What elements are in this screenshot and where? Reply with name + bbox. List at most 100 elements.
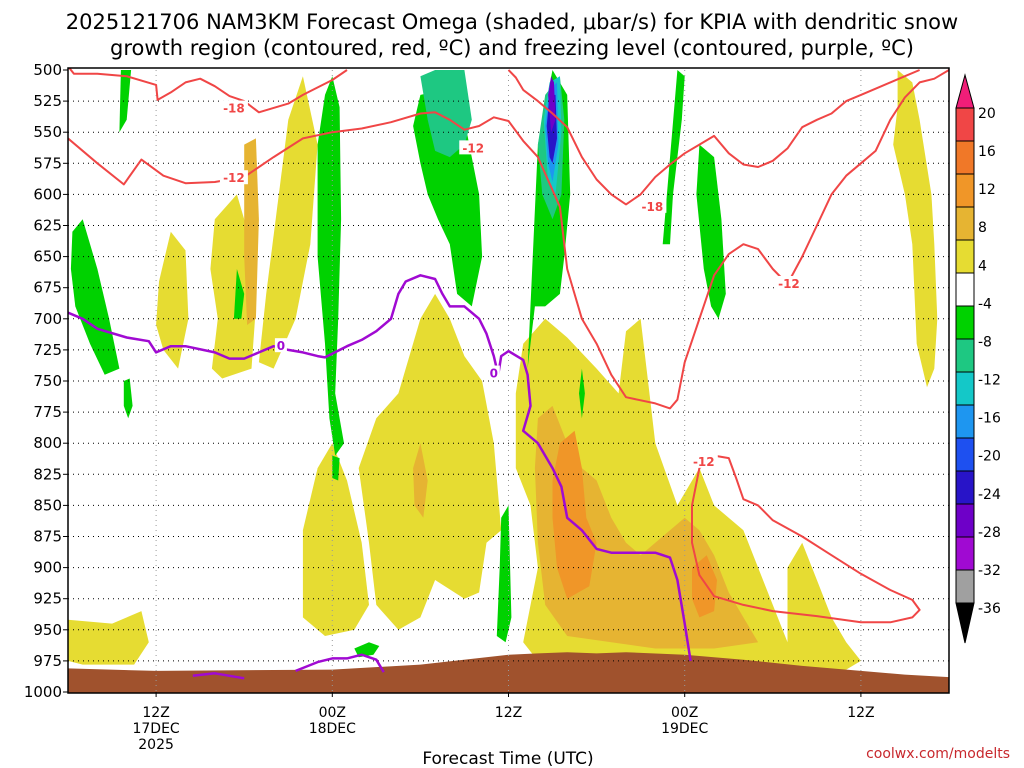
y-tick-label: 650 bbox=[33, 248, 62, 266]
omega-region bbox=[893, 70, 938, 388]
contour-label-bg bbox=[459, 140, 488, 155]
colorbar-box bbox=[955, 470, 975, 505]
x-tick-label: 2025 bbox=[138, 737, 174, 753]
colorbar-label: 20 bbox=[978, 106, 996, 122]
y-tick-label: 750 bbox=[33, 372, 62, 390]
x-tick-label: 12Z bbox=[495, 705, 522, 721]
omega-region bbox=[579, 368, 585, 419]
omega-region bbox=[420, 70, 472, 158]
y-tick-label: 550 bbox=[33, 123, 62, 141]
colorbar-label: -16 bbox=[978, 411, 1001, 427]
terrain-surface bbox=[68, 652, 949, 693]
omega-region bbox=[233, 269, 245, 319]
omega-region bbox=[552, 430, 597, 599]
omega-region bbox=[302, 443, 369, 636]
dgz-contour-minus12 bbox=[691, 454, 921, 624]
contour-lines bbox=[68, 68, 949, 680]
colorbar-box bbox=[955, 437, 975, 472]
contour-label: -12 bbox=[778, 277, 800, 291]
colorbar-label: -28 bbox=[978, 525, 1001, 541]
x-axis-label: Forecast Time (UTC) bbox=[422, 749, 593, 768]
contour-label: -12 bbox=[462, 141, 484, 155]
grid-lines bbox=[68, 70, 949, 692]
colorbar-box bbox=[955, 272, 975, 307]
y-tick-label: 800 bbox=[33, 434, 62, 452]
colorbar-box bbox=[955, 206, 975, 241]
y-tick-label: 500 bbox=[33, 61, 62, 79]
colorbar: 20 16 12 8 4 -4 -8 -12 -16 -20 -24 -28 -32 -36 bbox=[955, 73, 1001, 644]
y-tick-label: 1000 bbox=[24, 683, 62, 701]
omega-region bbox=[156, 231, 189, 369]
y-tick-label: 975 bbox=[33, 652, 62, 670]
omega-region bbox=[332, 455, 340, 481]
contour-label-bg bbox=[219, 170, 248, 185]
y-tick-label: 525 bbox=[33, 92, 62, 110]
colorbar-label: -36 bbox=[978, 601, 1001, 617]
x-tick-label: 17DEC bbox=[132, 721, 179, 737]
omega-region bbox=[70, 219, 120, 375]
y-tick-label: 675 bbox=[33, 279, 62, 297]
contour-label: 0 bbox=[490, 367, 498, 381]
colorbar-box bbox=[955, 536, 975, 571]
omega-region bbox=[662, 70, 685, 245]
chart-title-line1: 2025121706 NAM3KM Forecast Omega (shaded… bbox=[66, 10, 958, 34]
contour-label-bg bbox=[274, 338, 287, 353]
omega-shading bbox=[68, 70, 938, 670]
y-tick-label: 575 bbox=[33, 154, 62, 172]
contour-label: -12 bbox=[693, 455, 715, 469]
colorbar-box bbox=[955, 107, 975, 142]
freezing-level-contour bbox=[68, 274, 692, 662]
contour-label: -18 bbox=[642, 200, 664, 214]
y-tick-label: 625 bbox=[33, 217, 62, 235]
x-tick-label: 19DEC bbox=[661, 721, 708, 737]
colorbar-box bbox=[955, 173, 975, 208]
contour-labels: -18 -12 -12 -18 -12 -12 0 0 bbox=[219, 100, 803, 469]
x-tick-label: 18DEC bbox=[309, 721, 356, 737]
dgz-contour-minus12 bbox=[68, 69, 949, 410]
omega-region bbox=[123, 378, 133, 419]
contour-label: -18 bbox=[223, 102, 245, 116]
omega-region bbox=[317, 76, 344, 456]
colorbar-box bbox=[955, 404, 975, 439]
colorbar-box bbox=[955, 305, 975, 340]
dgz-contour-minus18 bbox=[507, 69, 920, 206]
omega-region bbox=[496, 505, 512, 643]
y-tick-label: 850 bbox=[33, 496, 62, 514]
y-tick-label: 900 bbox=[33, 559, 62, 577]
omega-region bbox=[354, 642, 380, 658]
credit-text: coolwx.com/modelts bbox=[866, 746, 1010, 762]
contour-label: 0 bbox=[277, 339, 285, 353]
freezing-level-contour bbox=[295, 653, 385, 673]
x-tick-label: 00Z bbox=[671, 705, 698, 721]
omega-region bbox=[258, 76, 318, 369]
colorbar-label: -32 bbox=[978, 563, 1001, 579]
colorbar-box bbox=[955, 338, 975, 373]
y-tick-label: 925 bbox=[33, 590, 62, 608]
colorbar-label: -24 bbox=[978, 487, 1001, 503]
colorbar-box bbox=[955, 503, 975, 538]
x-tick-label: 00Z bbox=[319, 705, 346, 721]
omega-region bbox=[358, 293, 502, 630]
terrain-fill bbox=[68, 652, 949, 693]
contour-label-bg bbox=[219, 100, 248, 115]
colorbar-box bbox=[955, 569, 975, 604]
colorbar-label: -8 bbox=[978, 334, 992, 350]
freezing-level-contour bbox=[192, 672, 245, 680]
contour-label: -12 bbox=[223, 171, 245, 185]
x-tick-label: 12Z bbox=[847, 705, 874, 721]
y-tick-label: 600 bbox=[33, 185, 62, 203]
y-tick-label: 725 bbox=[33, 341, 62, 359]
colorbar-label: 8 bbox=[978, 220, 987, 236]
colorbar-box bbox=[955, 140, 975, 175]
colorbar-label: 16 bbox=[978, 144, 996, 160]
omega-region bbox=[787, 542, 861, 670]
omega-region bbox=[548, 76, 556, 133]
omega-region bbox=[244, 138, 259, 325]
contour-label-bg bbox=[774, 275, 803, 290]
chart-title-line2: growth region (contoured, red, ºC) and f… bbox=[110, 36, 914, 60]
y-tick-label: 875 bbox=[33, 528, 62, 546]
colorbar-box bbox=[955, 371, 975, 406]
colorbar-label: 12 bbox=[978, 182, 996, 198]
